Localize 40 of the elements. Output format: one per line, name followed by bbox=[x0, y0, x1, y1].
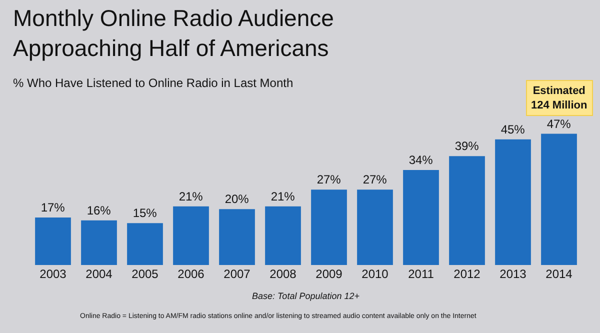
annotation: Estimated 124 Million bbox=[531, 85, 588, 112]
data-label: 34% bbox=[408, 153, 434, 168]
bar bbox=[495, 139, 531, 265]
data-label: 20% bbox=[224, 192, 250, 206]
data-label: 45% bbox=[500, 122, 526, 136]
data-label: 27% bbox=[316, 172, 342, 187]
data-label: 21% bbox=[270, 189, 296, 204]
text: Base: Total Population 12+ bbox=[252, 291, 360, 301]
x-tick-label: 2013 bbox=[500, 267, 527, 281]
bar bbox=[403, 170, 439, 265]
bar bbox=[265, 206, 301, 265]
data-label: 17% bbox=[40, 200, 66, 215]
x-tick-label: 2011 bbox=[408, 267, 434, 281]
bar bbox=[35, 218, 71, 265]
x-tick-label: 2009 bbox=[316, 267, 343, 281]
bar bbox=[357, 190, 393, 265]
x-tick-label: 2014 bbox=[546, 267, 573, 281]
data-label: 39% bbox=[454, 139, 480, 154]
bar bbox=[449, 156, 485, 265]
data-label: 27% bbox=[362, 172, 388, 187]
bar bbox=[127, 223, 163, 265]
x-tick-label: 2003 bbox=[40, 267, 67, 281]
bar bbox=[311, 190, 347, 265]
data-label: 16% bbox=[86, 203, 112, 218]
data-label: 21% bbox=[178, 189, 204, 204]
chart-title: Monthly Online Radio Audience Approaching Half of Americans bbox=[13, 5, 334, 61]
x-tick-label: 2008 bbox=[270, 267, 297, 281]
data-label: 15% bbox=[132, 206, 158, 220]
x-tick-label: 2010 bbox=[362, 267, 389, 281]
bar bbox=[173, 206, 209, 265]
bar bbox=[81, 220, 117, 265]
data-label: 47% bbox=[546, 116, 572, 131]
x-tick-label: 2005 bbox=[132, 267, 159, 281]
x-tick-label: 2012 bbox=[454, 267, 481, 281]
x-tick-label: 2004 bbox=[86, 267, 113, 281]
bar bbox=[219, 209, 255, 265]
bar bbox=[541, 134, 577, 265]
x-tick-label: 2007 bbox=[224, 267, 251, 281]
x-tick-label: 2006 bbox=[178, 267, 205, 281]
chart-subtitle: % Who Have Listened to Online Radio in Last Month bbox=[13, 76, 294, 90]
